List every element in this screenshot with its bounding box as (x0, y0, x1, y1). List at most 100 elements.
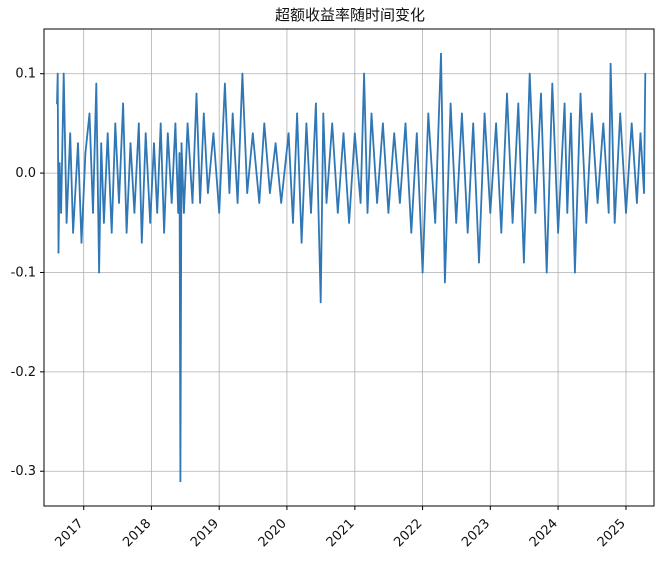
data-point (98, 271, 100, 274)
data-point (144, 132, 147, 135)
data-point (348, 221, 350, 224)
data-point (545, 271, 548, 274)
data-point (122, 102, 124, 105)
data-point (325, 202, 328, 204)
data-point (596, 202, 599, 204)
data-point (551, 82, 554, 85)
data-point (570, 112, 572, 115)
data-point (149, 221, 152, 224)
y-tick-label: -0.3 (11, 464, 36, 479)
data-point (636, 202, 638, 204)
data-point (427, 112, 430, 115)
data-point (363, 72, 365, 75)
data-point (56, 72, 59, 75)
data-point (140, 241, 143, 244)
data-point (370, 112, 373, 115)
data-point (639, 132, 642, 135)
data-point (180, 142, 183, 145)
data-point (274, 142, 277, 145)
data-point (159, 122, 162, 125)
data-point (613, 221, 616, 224)
data-point (455, 221, 458, 224)
data-point (88, 112, 91, 115)
data-point (421, 271, 424, 274)
data-point (310, 211, 312, 214)
data-point (630, 122, 633, 125)
data-point (322, 112, 325, 115)
data-point (56, 102, 58, 105)
data-point (62, 72, 65, 75)
data-point (444, 281, 446, 284)
data-point (72, 231, 74, 234)
data-point (540, 92, 542, 95)
series-layer (56, 52, 647, 483)
grid-lines (44, 29, 654, 506)
data-point (382, 122, 384, 125)
data-point (483, 112, 486, 115)
data-point (137, 122, 140, 125)
data-point (100, 142, 103, 145)
data-point (118, 202, 120, 204)
data-point (506, 92, 508, 95)
data-point (241, 72, 244, 75)
data-point (166, 132, 169, 135)
data-point (177, 211, 180, 214)
data-point (224, 82, 226, 85)
data-point (183, 211, 185, 214)
data-point (319, 301, 322, 304)
data-point (207, 192, 209, 194)
data-point (399, 202, 401, 204)
data-point (80, 241, 83, 244)
data-point (449, 102, 452, 105)
data-point (495, 122, 497, 125)
data-point (305, 122, 308, 125)
data-point (92, 211, 94, 214)
data-point (534, 211, 537, 214)
data-point (376, 202, 378, 204)
data-point (163, 231, 166, 234)
data-point (103, 221, 105, 224)
data-point (170, 202, 173, 204)
data-point (353, 132, 356, 135)
data-point (218, 211, 221, 214)
data-point (315, 102, 317, 105)
data-point (404, 122, 407, 125)
data-point (500, 231, 503, 234)
data-point (199, 202, 202, 204)
data-point (300, 241, 303, 244)
data-point (195, 92, 198, 95)
data-point (528, 72, 531, 75)
data-point (644, 72, 647, 75)
data-point (387, 211, 390, 214)
data-point (280, 202, 283, 204)
data-point (489, 211, 492, 214)
data-point (415, 132, 418, 135)
data-point (153, 142, 155, 145)
data-point (231, 112, 234, 115)
data-point (585, 221, 588, 224)
y-tick-label: -0.1 (11, 265, 36, 280)
data-point (129, 142, 132, 145)
data-point (643, 192, 645, 194)
data-point (619, 112, 622, 115)
data-point (359, 202, 362, 204)
data-point (566, 211, 569, 214)
data-point (574, 271, 576, 274)
data-point (579, 92, 582, 95)
data-point (125, 231, 128, 234)
plot-frame (43, 28, 655, 507)
data-point (602, 122, 605, 125)
data-point (336, 211, 339, 214)
data-point (269, 192, 271, 194)
chart-title: 超额收益率随时间变化 (275, 6, 425, 24)
data-point (156, 211, 159, 214)
data-point (84, 152, 87, 155)
data-point (263, 122, 266, 125)
y-tick-label: -0.2 (11, 365, 36, 380)
data-point (106, 132, 109, 135)
data-point (95, 82, 98, 85)
data-point (65, 221, 68, 224)
data-point (296, 112, 298, 115)
data-point (331, 122, 334, 125)
